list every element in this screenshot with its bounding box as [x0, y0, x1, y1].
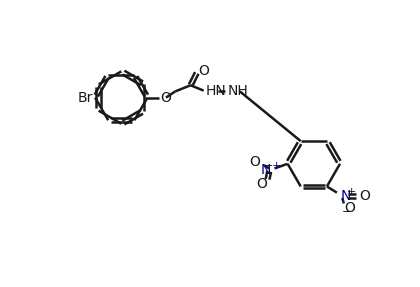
Text: O: O	[359, 189, 370, 203]
Text: O: O	[198, 64, 209, 77]
Text: N: N	[260, 163, 271, 177]
Text: HN: HN	[206, 84, 227, 98]
Text: O: O	[160, 91, 171, 104]
Text: +: +	[272, 161, 281, 171]
Text: −: −	[264, 161, 273, 171]
Text: NH: NH	[228, 84, 248, 98]
Text: N: N	[341, 189, 351, 203]
Text: −: −	[341, 207, 351, 217]
Text: O: O	[256, 177, 267, 191]
Text: Br: Br	[77, 91, 93, 104]
Text: O: O	[249, 155, 260, 169]
Text: +: +	[347, 187, 356, 197]
Text: O: O	[345, 201, 355, 215]
